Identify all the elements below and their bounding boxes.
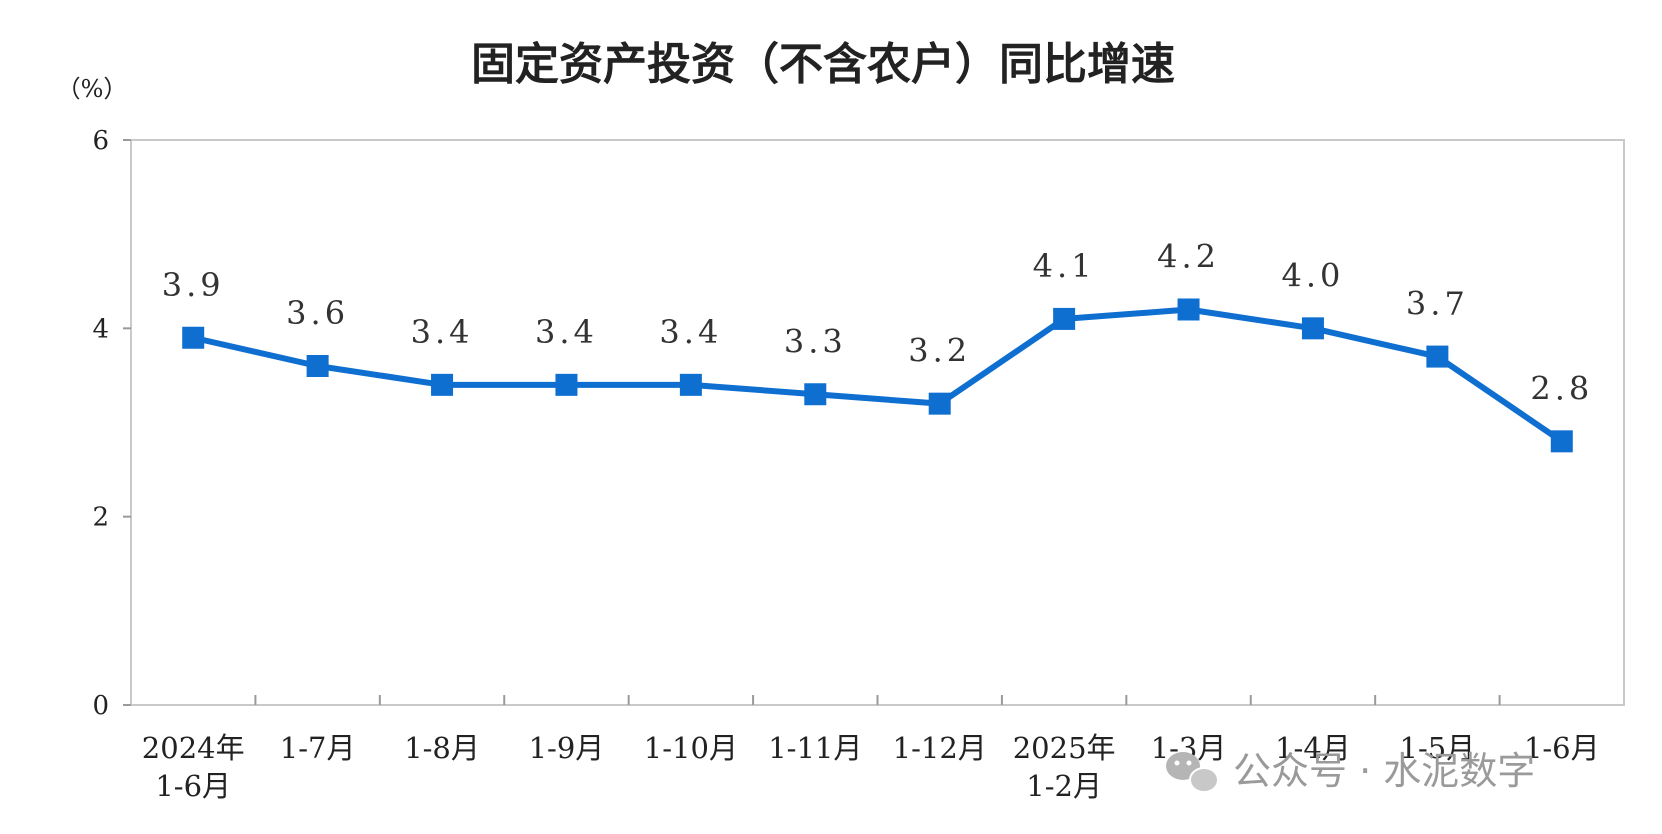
data-label: 3.4 [535,313,598,351]
data-label: 4.2 [1157,238,1220,276]
data-label: 3.7 [1406,285,1469,323]
x-tick-label: 1-7月 [280,731,356,765]
x-tick-label: 1-5月 [1400,731,1476,765]
x-tick-label: 2025年 [1013,731,1116,765]
x-tick-label: 1-8月 [404,731,480,765]
x-tick-label: 1-10月 [644,731,738,765]
data-label: 4.1 [1033,247,1096,285]
series-line-group [192,306,1564,444]
data-point-marker [804,383,827,406]
data-point-marker [182,326,205,349]
x-tick-label: 1-2月 [1026,769,1102,803]
series-line [192,306,1564,444]
data-label: 3.4 [411,313,474,351]
x-tick-label: 1-6月 [1524,731,1600,765]
data-point-marker [1053,307,1076,330]
data-point-marker [1426,345,1449,368]
x-tick-label: 1-6月 [155,769,231,803]
data-label: 3.9 [162,266,225,304]
data-point-marker [679,373,702,396]
data-markers [182,298,1573,453]
watermark: 公众号 · 水泥数字 [1166,749,1535,793]
y-tick-label: 2 [92,503,109,533]
data-label: 3.2 [908,332,971,370]
y-tick-label: 0 [92,691,109,721]
x-tick-label: 1-11月 [768,731,862,765]
y-tick-label: 6 [92,126,109,156]
data-point-marker [431,373,454,396]
data-point-marker [1550,430,1573,453]
chart-title: 固定资产投资（不含农户）同比增速 [471,39,1175,90]
data-labels: 3.9 3.6 3.4 3.4 3.4 3.3 3.2 4.1 4.2 4.0 3.7 2.8 [162,238,1593,408]
y-axis-unit-label: （%） [57,75,128,103]
x-tick-label: 1-12月 [893,731,987,765]
plot-frame [130,139,1625,706]
data-label: 2.8 [1530,369,1593,407]
data-point-marker [1177,298,1200,321]
watermark-text: 公众号 · 水泥数字 [1233,749,1535,793]
data-point-marker [1301,317,1324,340]
wechat-icon [1166,752,1219,793]
data-label: 3.3 [784,322,847,360]
data-point-marker [306,355,329,377]
data-label: 3.4 [659,313,722,351]
data-label: 4.0 [1282,256,1345,294]
x-tick-label: 1-4月 [1275,731,1351,765]
data-label: 3.6 [286,294,349,332]
y-axis-ticks: 0 2 4 6 [92,126,131,721]
data-point-marker [555,373,578,396]
x-tick-label: 2024年 [142,731,245,765]
y-tick-label: 4 [92,314,109,344]
data-point-marker [928,392,951,415]
x-tick-label: 1-9月 [529,731,605,765]
